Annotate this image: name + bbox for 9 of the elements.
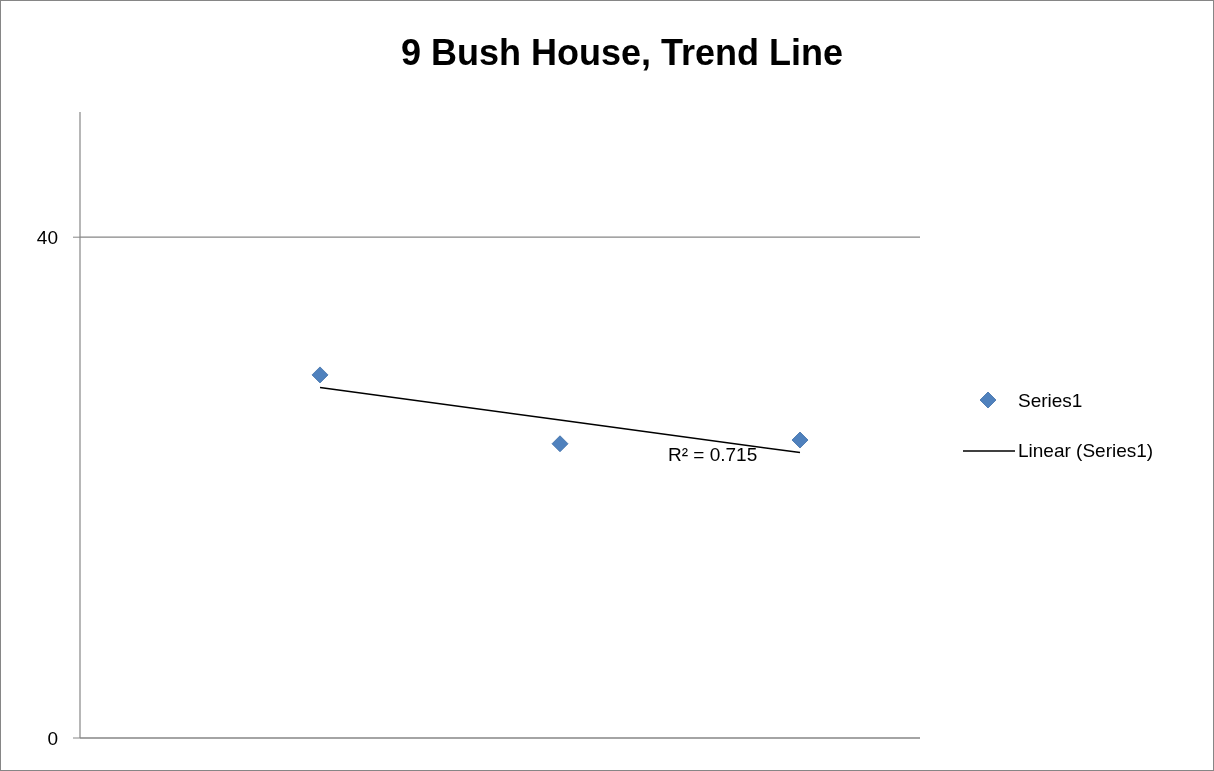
y-tick-label: 0 [47,728,58,749]
annotation: R² = 0.715 [668,443,758,465]
legend-label: Linear (Series1) [1018,440,1154,461]
point [311,366,329,384]
chart-title: 9 Bush House, Trend Line [400,32,844,73]
legend-label: Series1 [1018,390,1083,411]
y-tick-label: 40 [36,227,58,249]
point [791,431,809,449]
point [551,435,569,453]
